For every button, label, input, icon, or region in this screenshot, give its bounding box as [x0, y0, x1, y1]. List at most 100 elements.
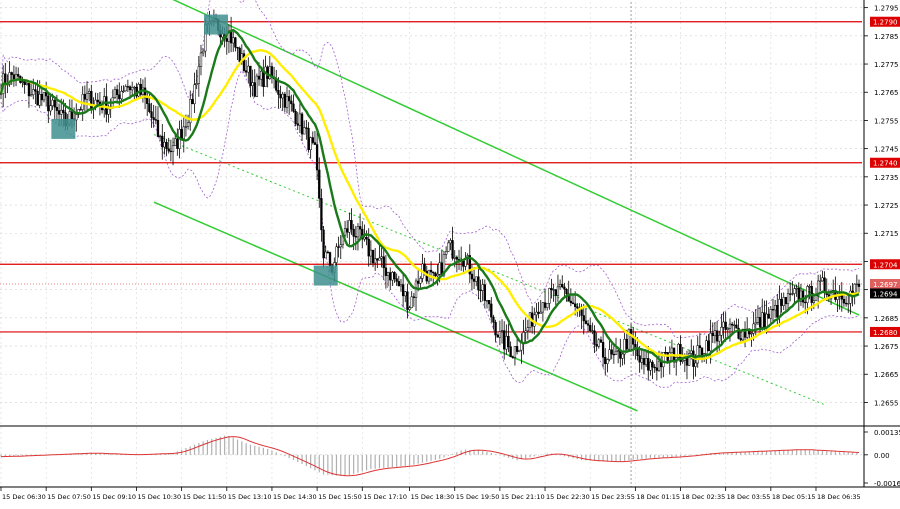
candle-body: [197, 66, 200, 84]
candle: [335, 243, 338, 267]
candle-body: [131, 87, 134, 91]
candle: [513, 345, 517, 366]
candle: [767, 307, 770, 319]
candle: [782, 292, 785, 311]
candle-body: [137, 83, 140, 97]
candle-body: [451, 240, 454, 259]
candle-body: [143, 87, 147, 99]
candle: [726, 326, 729, 338]
candle-body: [423, 263, 426, 272]
candle-body: [313, 142, 317, 145]
candle-body: [251, 82, 254, 86]
candle-body: [115, 89, 119, 96]
candle: [122, 85, 125, 94]
candle-body: [589, 325, 592, 332]
bid-price-label: 1.2697: [873, 281, 898, 289]
candle-body: [681, 360, 684, 362]
candle-body: [182, 126, 185, 139]
candle: [322, 226, 325, 268]
candle: [808, 284, 811, 300]
candle-body: [550, 288, 553, 291]
candle-body: [812, 300, 815, 303]
candle: [389, 267, 392, 290]
candle-body: [591, 330, 594, 332]
candle-body: [350, 220, 353, 230]
candle-body: [88, 91, 91, 94]
candle: [131, 81, 134, 97]
current-price-box: [870, 288, 900, 299]
candle-body: [655, 367, 659, 371]
candle-body: [513, 346, 517, 358]
candle: [199, 44, 203, 76]
candle-body: [298, 113, 302, 126]
candle-body: [264, 66, 267, 87]
candle-body: [492, 316, 495, 323]
candle-body: [623, 338, 626, 355]
candle-body: [649, 361, 652, 371]
candle-body: [199, 52, 203, 67]
candle: [477, 263, 480, 300]
candle-body: [773, 304, 777, 311]
candle: [481, 278, 484, 302]
candle: [158, 134, 162, 141]
candle-body: [393, 272, 396, 279]
candle: [249, 65, 252, 98]
candle-body: [105, 96, 108, 115]
candle-body: [244, 70, 248, 73]
candle: [548, 287, 551, 310]
candle-body: [571, 302, 575, 305]
candle-body: [242, 53, 246, 71]
candle: [324, 245, 327, 259]
candle-body: [707, 340, 710, 352]
candle: [404, 291, 407, 303]
x-tick-label: 18 Dec 05:15: [772, 493, 816, 501]
candle-body: [541, 302, 545, 313]
candle-body: [247, 65, 250, 73]
candle-body: [343, 228, 347, 236]
candle-body: [53, 99, 56, 108]
candle-body: [642, 358, 646, 365]
candle-body: [432, 271, 435, 274]
candle: [337, 236, 340, 258]
candle-body: [816, 280, 820, 296]
candle-body: [0, 93, 3, 95]
candle-body: [561, 284, 564, 288]
candle: [455, 255, 459, 273]
candle-body: [477, 276, 480, 291]
x-tick-label: 18 Dec 06:35: [817, 493, 861, 501]
candle: [612, 343, 616, 364]
candle-body: [326, 251, 330, 254]
moving-averages: [0, 28, 860, 364]
candle: [434, 271, 437, 278]
oscillator-panel: [0, 425, 900, 477]
x-tick-label: 15 Dec 07:50: [47, 493, 91, 501]
candle-body: [146, 97, 149, 104]
candle-body: [38, 93, 41, 106]
candle: [475, 276, 478, 287]
candle-body: [315, 144, 319, 171]
candle: [503, 321, 506, 360]
candle-body: [599, 339, 603, 343]
x-tick-label: 18 Dec 02:35: [682, 493, 726, 501]
candle-body: [472, 278, 476, 282]
candle-body: [163, 141, 166, 148]
candle: [298, 99, 302, 133]
candle-body: [174, 138, 177, 146]
candle-body: [201, 50, 205, 54]
candle: [653, 364, 656, 373]
candle: [42, 91, 46, 103]
candle-body: [257, 75, 261, 80]
candle: [146, 91, 149, 116]
y-tick-label: 1.2685: [874, 315, 899, 323]
candle-body: [356, 226, 360, 238]
candle: [126, 79, 130, 92]
candle: [309, 136, 312, 159]
x-tick-label: 15 Dec 17:10: [363, 493, 407, 501]
candle: [447, 240, 450, 252]
candle: [524, 317, 527, 343]
osc-y-tick-label: 0.00135: [874, 429, 900, 437]
candle: [754, 309, 757, 338]
candle: [85, 81, 89, 111]
y-tick-label: 1.2745: [874, 146, 899, 154]
candle: [642, 349, 646, 375]
